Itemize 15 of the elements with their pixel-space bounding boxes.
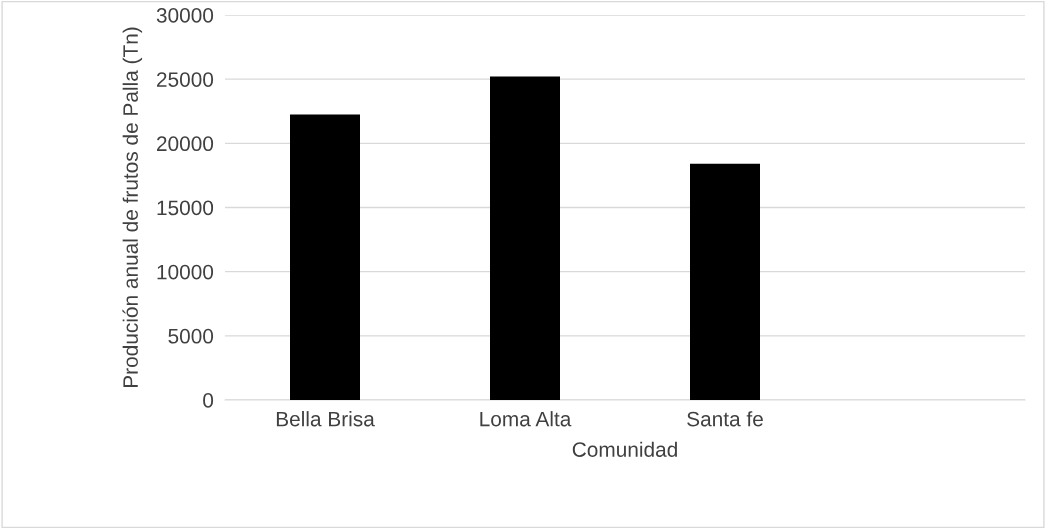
y-tick-label: 25000: [157, 72, 214, 87]
y-tick-label: 20000: [157, 136, 214, 152]
y-tick-label: 30000: [156, 8, 214, 23]
x-tick-label: Bella Brisa: [276, 411, 375, 427]
x-axis-title: Comunidad: [572, 441, 677, 457]
y-axis-title: Produción anual de frutos de Palla (Tn): [122, 27, 143, 388]
bar: [490, 76, 560, 400]
bar: [290, 114, 360, 400]
x-tick-label: Loma Alta: [480, 411, 572, 427]
bar: [690, 163, 760, 400]
x-tick-label: Santa fe: [687, 411, 763, 427]
y-tick-label: 5000: [168, 328, 214, 344]
y-tick-label: 0: [203, 393, 214, 408]
y-tick-label: 15000: [157, 200, 214, 216]
y-tick-label: 10000: [157, 264, 214, 280]
